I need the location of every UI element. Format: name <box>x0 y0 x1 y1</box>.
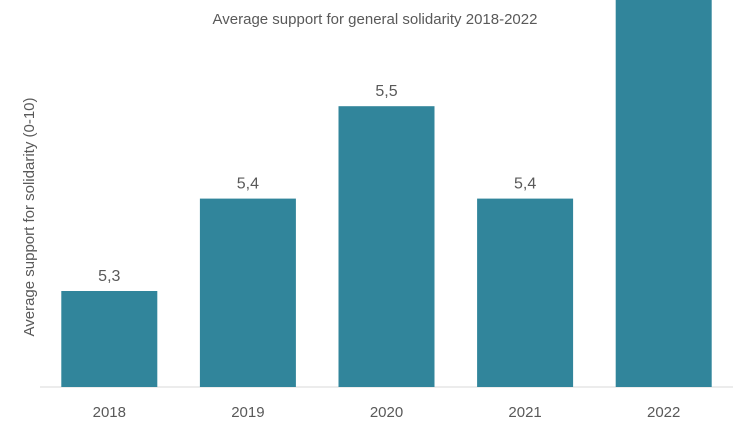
bars-group <box>61 0 712 388</box>
x-tick-label-2020: 2020 <box>370 404 403 421</box>
data-label-2019: 5,4 <box>237 176 259 193</box>
bar-2022 <box>615 0 712 388</box>
x-tick-label-2019: 2019 <box>231 404 264 421</box>
x-tick-label-2022: 2022 <box>647 404 680 421</box>
data-label-2021: 5,4 <box>514 176 536 193</box>
data-label-2018: 5,3 <box>98 268 120 285</box>
data-label-2020: 5,5 <box>375 83 397 100</box>
x-tick-label-2018: 2018 <box>93 404 126 421</box>
x-tick-label-2021: 2021 <box>508 404 541 421</box>
chart-title: Average support for general solidarity 2… <box>213 11 538 28</box>
y-axis-label: Average support for solidarity (0-10) <box>21 97 38 336</box>
bar-2018 <box>61 291 158 387</box>
x-tick-labels-group: 2018 2019 2020 2021 2022 <box>93 404 681 421</box>
data-labels-group: 5,35,45,55,45,7 <box>98 83 536 285</box>
bar-2021 <box>477 198 574 387</box>
bar-2019 <box>199 198 296 387</box>
bar-2020 <box>338 106 435 387</box>
